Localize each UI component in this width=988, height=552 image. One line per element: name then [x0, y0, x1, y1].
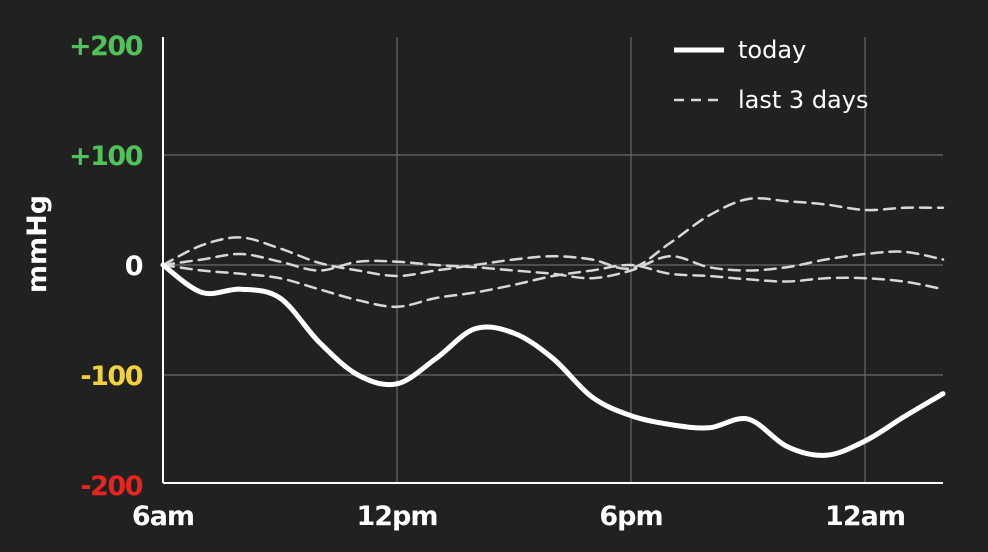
- y-axis-label: mmHg: [22, 195, 53, 293]
- x-tick-label: 12pm: [356, 501, 437, 532]
- y-tick-label: -100: [80, 361, 142, 392]
- x-tick-labels: 6am 12pm 6pm 12am: [132, 501, 906, 532]
- series-line-last-3-days-0: [161, 196, 945, 278]
- legend: today last 3 days: [674, 36, 868, 114]
- x-tick-label: 6pm: [599, 501, 662, 532]
- series-line-last-3-days-2: [161, 263, 945, 309]
- y-tick-label: 0: [125, 251, 143, 282]
- x-tick-label: 12am: [825, 501, 905, 532]
- series-line-last-3-days-1: [161, 250, 945, 280]
- series-line-today: [160, 262, 946, 458]
- y-tick-label: +200: [69, 31, 143, 62]
- x-tick-label: 6am: [132, 501, 194, 532]
- series-lines: [160, 196, 946, 458]
- y-tick-labels: +200 +100 0 -100 -200: [69, 31, 144, 502]
- y-tick-label: -200: [80, 471, 142, 502]
- legend-label: last 3 days: [738, 86, 868, 114]
- y-tick-label: +100: [69, 141, 143, 172]
- axes: [162, 37, 943, 484]
- legend-label: today: [738, 36, 806, 64]
